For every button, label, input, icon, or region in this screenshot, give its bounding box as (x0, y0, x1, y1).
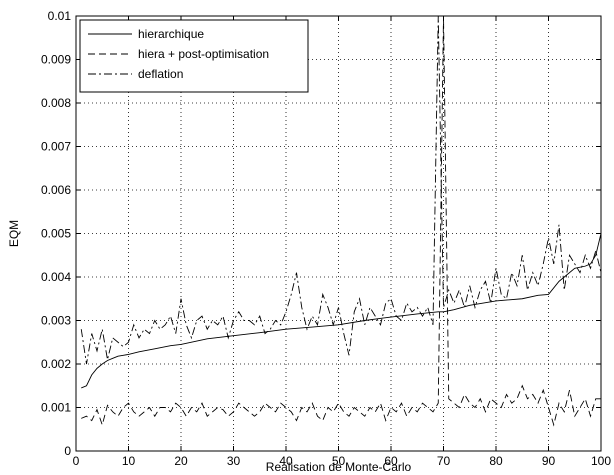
y-tick-label: 0.002 (41, 357, 71, 371)
tick-labels: 0 10 20 30 40 50 60 70 80 90 100 0 0.001 0.002 0.003 0.… (41, 9, 611, 468)
y-tick-label: 0.007 (41, 140, 71, 154)
legend-label-deflation: deflation (138, 67, 183, 81)
series-line-0 (81, 233, 602, 389)
x-tick-label: 10 (122, 454, 136, 468)
legend-box (79, 19, 309, 93)
y-tick-label: 0 (64, 444, 71, 458)
x-tick-label: 20 (174, 454, 188, 468)
x-tick-label: 0 (73, 454, 80, 468)
series-lines (80, 15, 602, 427)
y-tick-label: 0.005 (41, 227, 71, 241)
x-tick-label: 30 (227, 454, 241, 468)
series-line-1 (81, 15, 601, 427)
y-tick-label: 0.008 (41, 96, 71, 110)
y-tick-label: 0.001 (41, 401, 71, 415)
y-axis-label: EQM (7, 220, 21, 247)
x-tick-label: 60 (384, 454, 398, 468)
legend-label-hierarchique: hierarchique (138, 27, 204, 41)
x-tick-label: 80 (489, 454, 503, 468)
y-tick-label: 0.01 (48, 9, 72, 23)
x-tick-label: 40 (279, 454, 293, 468)
x-tick-label: 70 (437, 454, 451, 468)
y-tick-label: 0.004 (41, 270, 71, 284)
legend-label-post-optimisation: hiera + post-optimisation (138, 47, 269, 61)
y-tick-label: 0.009 (41, 53, 71, 67)
legend: hierarchique hiera + post-optimisation d… (79, 19, 309, 93)
x-tick-label: 90 (542, 454, 556, 468)
y-tick-label: 0.006 (41, 183, 71, 197)
y-tick-label: 0.003 (41, 314, 71, 328)
x-tick-label: 50 (332, 454, 346, 468)
series-line-2 (80, 15, 602, 365)
x-axis-label: Realisation de Monte-Carlo (266, 460, 412, 474)
x-tick-label: 100 (591, 454, 611, 468)
